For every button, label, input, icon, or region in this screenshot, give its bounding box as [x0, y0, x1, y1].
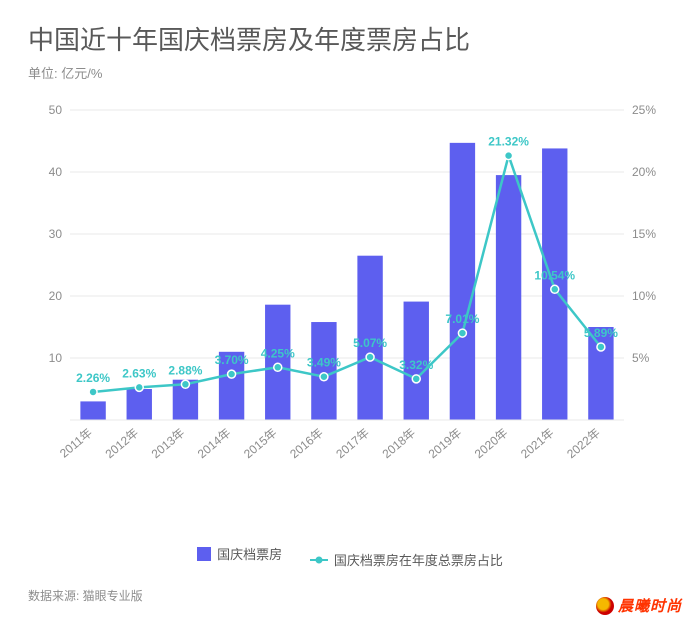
watermark: 晨曦时尚	[596, 595, 682, 616]
chart-svg: 10 20 30 40 50 5% 10% 15% 20% 25% 2.26% 2.63% 2.88% 3…	[28, 100, 672, 480]
svg-text:20: 20	[49, 289, 63, 303]
bar	[588, 327, 613, 420]
x-axis-label: 2013年	[149, 426, 188, 462]
line-value-label: 4.25%	[261, 346, 295, 360]
x-axis-label: 2011年	[57, 426, 95, 461]
svg-text:10: 10	[49, 351, 63, 365]
x-axis-label: 2020年	[472, 426, 511, 462]
svg-text:10%: 10%	[632, 289, 656, 303]
legend-line-label: 国庆档票房在年度总票房占比	[334, 550, 503, 569]
svg-text:25%: 25%	[632, 103, 656, 117]
line-marker	[274, 363, 282, 371]
line-marker	[412, 375, 420, 383]
line-value-label: 2.26%	[76, 371, 110, 385]
svg-text:15%: 15%	[632, 227, 656, 241]
line-value-label: 2.63%	[122, 366, 156, 380]
x-axis-label: 2017年	[333, 426, 372, 462]
line-marker	[366, 353, 374, 361]
line-marker	[505, 152, 513, 160]
legend-line: 国庆档票房在年度总票房占比	[310, 550, 503, 569]
line-marker	[458, 329, 466, 337]
line-value-label: 10.54%	[534, 268, 575, 282]
line-value-label: 7.01%	[445, 312, 479, 326]
svg-text:30: 30	[49, 227, 63, 241]
bar	[127, 389, 152, 420]
bar	[496, 175, 521, 420]
line-marker	[320, 373, 328, 381]
x-axis-label: 2014年	[195, 426, 234, 462]
line-marker	[135, 383, 143, 391]
x-axis-label: 2012年	[103, 426, 142, 462]
sun-icon	[596, 597, 614, 615]
x-axis-label: 2015年	[241, 426, 280, 462]
bar	[542, 148, 567, 420]
svg-text:50: 50	[49, 103, 63, 117]
x-axis-label: 2018年	[380, 426, 419, 462]
line-marker	[228, 370, 236, 378]
line-value-label: 5.89%	[584, 326, 618, 340]
chart-title: 中国近十年国庆档票房及年度票房占比	[28, 20, 672, 57]
line-series	[93, 156, 601, 392]
bar	[450, 143, 475, 420]
chart-subtitle: 单位: 亿元/%	[28, 63, 672, 82]
line-marker	[597, 343, 605, 351]
line-marker	[89, 388, 97, 396]
svg-text:40: 40	[49, 165, 63, 179]
watermark-text: 晨曦时尚	[618, 595, 682, 616]
legend-bar-label: 国庆档票房	[217, 544, 282, 563]
line-marker	[181, 380, 189, 388]
chart-area: 10 20 30 40 50 5% 10% 15% 20% 25% 2.26% 2.63% 2.88% 3…	[28, 100, 672, 530]
svg-text:20%: 20%	[632, 165, 656, 179]
line-value-label: 2.88%	[168, 363, 202, 377]
bar	[80, 401, 105, 420]
line-value-label: 3.32%	[399, 358, 433, 372]
line-value-label: 21.32%	[488, 135, 529, 149]
x-axis-label: 2022年	[564, 426, 603, 462]
line-value-label: 3.70%	[215, 353, 249, 367]
legend-bar-swatch	[197, 547, 211, 561]
line-marker	[551, 285, 559, 293]
legend: 国庆档票房 国庆档票房在年度总票房占比	[28, 544, 672, 569]
x-axis-label: 2016年	[287, 426, 326, 462]
legend-bar: 国庆档票房	[197, 544, 282, 563]
x-axis-label: 2021年	[518, 426, 557, 462]
data-source: 数据来源: 猫眼专业版	[28, 587, 672, 604]
legend-line-swatch	[310, 559, 328, 561]
bar	[311, 322, 336, 420]
svg-text:5%: 5%	[632, 351, 650, 365]
line-value-label: 3.49%	[307, 356, 341, 370]
x-axis-label: 2019年	[426, 426, 465, 462]
bar	[265, 305, 290, 420]
line-value-label: 5.07%	[353, 336, 387, 350]
